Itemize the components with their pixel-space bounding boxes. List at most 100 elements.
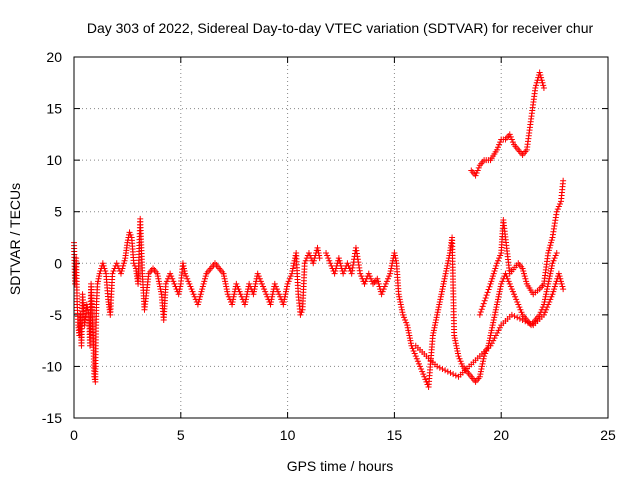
data-point-fill	[546, 298, 553, 305]
data-point-fill	[512, 293, 519, 300]
data-point-fill	[397, 298, 404, 305]
data-point-fill	[538, 77, 545, 84]
data-point	[305, 249, 312, 256]
data-point-fill	[388, 262, 395, 269]
data-point-fill	[508, 286, 515, 293]
data-point-fill	[538, 74, 545, 81]
data-point-fill	[527, 320, 534, 327]
data-point-fill	[452, 340, 459, 347]
data-point	[438, 291, 445, 298]
data-point	[310, 260, 317, 267]
data-point-fill	[544, 286, 551, 293]
data-point-fill	[508, 136, 515, 143]
data-point-fill	[273, 286, 280, 293]
x-tick-label: 10	[280, 427, 296, 443]
data-point-fill	[114, 262, 121, 269]
series-afternoon-arc	[323, 234, 560, 391]
y-tick-label: -15	[42, 410, 62, 426]
data-point-fill	[418, 366, 425, 373]
data-point-fill	[435, 304, 442, 311]
data-point	[444, 368, 451, 375]
data-point-fill	[410, 347, 417, 354]
data-point	[451, 332, 458, 339]
data-point-fill	[488, 329, 495, 336]
data-point-fill	[269, 293, 276, 300]
data-point-fill	[155, 275, 162, 282]
data-point-fill	[120, 260, 127, 267]
data-point-fill	[100, 262, 107, 269]
data-point-fill	[509, 139, 516, 146]
data-point-fill	[281, 293, 288, 300]
data-point-fill	[473, 170, 480, 177]
data-point	[344, 260, 351, 267]
data-point-fill	[386, 273, 393, 280]
data-point-fill	[494, 298, 501, 305]
data-point-fill	[492, 332, 499, 339]
data-point-fill	[474, 167, 481, 174]
data-point-fill	[187, 283, 194, 290]
data-point-fill	[544, 304, 551, 311]
data-point-fill	[491, 335, 498, 342]
data-point	[186, 280, 193, 287]
data-point-fill	[454, 350, 461, 357]
data-point-fill	[545, 247, 552, 254]
data-point	[175, 291, 182, 298]
data-point-fill	[405, 327, 412, 334]
x-tick-label: 25	[600, 427, 616, 443]
series-early-arcs	[71, 215, 323, 385]
data-point	[417, 363, 424, 370]
data-point	[271, 280, 278, 287]
data-point-fill	[268, 298, 275, 305]
data-point	[316, 255, 323, 262]
data-point-fill	[451, 335, 458, 342]
data-point-fill	[315, 247, 322, 254]
data-point	[412, 353, 419, 360]
data-point	[549, 260, 556, 267]
data-point-fill	[559, 283, 566, 290]
data-point-fill	[102, 268, 109, 275]
data-point-fill	[479, 360, 486, 367]
data-point	[455, 353, 462, 360]
data-point	[540, 311, 547, 318]
data-point	[555, 270, 562, 277]
data-point	[154, 270, 161, 277]
data-point-fill	[514, 298, 521, 305]
data-point-fill	[543, 291, 550, 298]
data-point-fill	[431, 322, 438, 329]
data-point-fill	[524, 319, 531, 326]
y-tick-label: 20	[46, 49, 62, 65]
data-point-fill	[452, 337, 459, 344]
data-point-fill	[222, 280, 229, 287]
data-point	[536, 69, 543, 76]
data-point-fill	[522, 275, 529, 282]
data-point-fill	[242, 298, 249, 305]
data-point-fill	[95, 278, 102, 285]
x-tick-label: 15	[387, 427, 403, 443]
data-point-fill	[543, 306, 550, 313]
y-tick-label: 5	[54, 204, 62, 220]
data-point	[94, 280, 101, 287]
data-point-fill	[518, 309, 525, 316]
data-point-fill	[439, 366, 446, 373]
data-point-fill	[457, 358, 464, 365]
data-point-fill	[324, 252, 331, 259]
data-point-fill	[511, 313, 518, 320]
data-point-fill	[157, 286, 164, 293]
data-point-fill	[188, 286, 195, 293]
data-point-fill	[183, 273, 190, 280]
data-point-fill	[444, 260, 451, 267]
data-point	[258, 280, 265, 287]
data-point-fill	[181, 265, 188, 272]
data-point-fill	[338, 262, 344, 269]
data-point-fill	[366, 273, 373, 280]
data-point-fill	[551, 255, 558, 262]
data-point-fill	[480, 358, 487, 365]
data-point-fill	[250, 288, 257, 295]
data-point-fill	[434, 309, 441, 316]
data-point-fill	[388, 265, 395, 272]
data-point-fill	[546, 244, 553, 251]
data-point-fill	[547, 242, 554, 249]
data-point-fill	[550, 257, 557, 264]
data-point-fill	[490, 270, 497, 277]
data-point-fill	[196, 296, 203, 303]
